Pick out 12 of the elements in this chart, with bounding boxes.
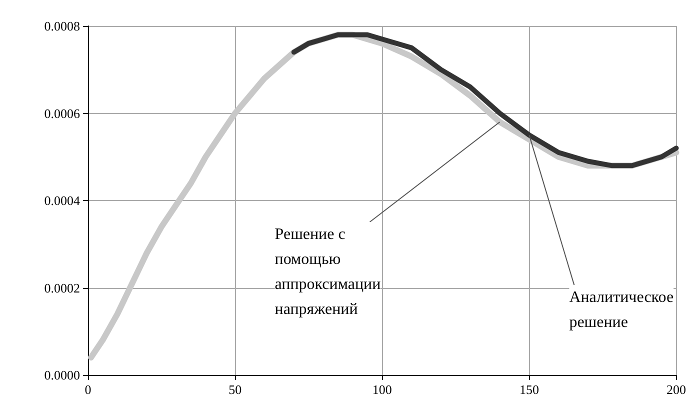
x-tick-label: 0: [84, 382, 92, 397]
y-tick-label: 0.0000: [44, 368, 80, 382]
x-tick-label: 150: [519, 382, 539, 397]
y-tick-label: 0.0002: [44, 280, 80, 296]
y-tick-label: 0.0008: [44, 18, 80, 34]
y-tick-label: 0.0006: [44, 106, 80, 121]
x-tick-label: 100: [372, 382, 392, 397]
annotation: Решение с помощью аппроксимации напряжений: [274, 226, 382, 318]
y-tick-label: 0.0004: [44, 193, 80, 208]
x-tick-label: 200: [666, 382, 686, 397]
annotation: Аналитическое решение: [569, 289, 674, 332]
x-tick-label: 50: [228, 382, 242, 397]
